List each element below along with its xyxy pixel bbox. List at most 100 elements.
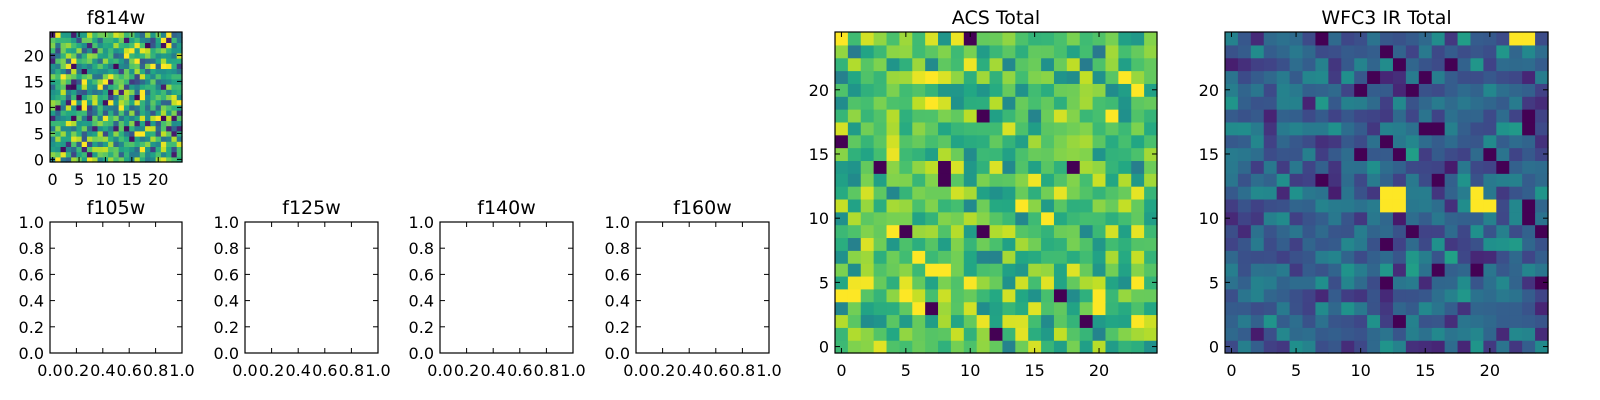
x-tick-label: 5 <box>74 170 84 189</box>
heatmap-cell <box>145 99 151 106</box>
panel-title: f160w <box>673 197 732 219</box>
y-tick-label: 0.0 <box>409 344 434 363</box>
heatmap-cell <box>1315 327 1329 341</box>
heatmap-cell <box>139 84 146 90</box>
heatmap-cell <box>1053 160 1068 174</box>
heatmap-cell <box>166 32 173 38</box>
heatmap-cell <box>1392 32 1407 46</box>
heatmap-cell <box>108 151 114 158</box>
heatmap-cell <box>1496 70 1510 84</box>
heatmap-cell <box>1315 83 1329 97</box>
heatmap-cell <box>160 136 167 142</box>
heatmap-cell <box>873 70 888 84</box>
heatmap-cell <box>1315 96 1329 110</box>
heatmap-cell <box>171 130 178 137</box>
heatmap-cell <box>60 42 67 49</box>
heatmap-cell <box>1431 121 1446 136</box>
y-tick-label: 0.4 <box>605 292 630 311</box>
heatmap-cell <box>65 68 72 75</box>
heatmap-cell <box>113 52 120 59</box>
heatmap-cell <box>963 275 978 290</box>
heatmap-cell <box>145 156 151 163</box>
heatmap-cell <box>166 104 173 111</box>
heatmap-cell <box>1066 314 1081 328</box>
heatmap-cell <box>847 186 862 200</box>
heatmap-cell <box>60 136 67 142</box>
heatmap-cell <box>139 151 146 158</box>
heatmap-cell <box>1509 301 1523 316</box>
heatmap-cell <box>938 44 952 59</box>
heatmap-cell <box>912 250 926 264</box>
heatmap-cell <box>81 136 88 142</box>
heatmap-cell <box>1367 340 1381 354</box>
heatmap-cell <box>1105 160 1119 174</box>
heatmap-cell <box>873 288 888 303</box>
heatmap-cell <box>1522 186 1536 200</box>
heatmap-cell <box>963 121 978 136</box>
heatmap-cell <box>1041 211 1055 226</box>
heatmap-cell <box>1392 70 1407 84</box>
y-tick-label: 0.2 <box>409 318 434 337</box>
heatmap-cell <box>176 125 183 132</box>
heatmap-cell <box>1496 134 1510 149</box>
heatmap-cell <box>847 57 862 72</box>
x-tick-label: 0.8 <box>534 361 559 380</box>
heatmap-cell <box>1092 237 1107 251</box>
heatmap-cell <box>139 141 146 147</box>
heatmap-cell <box>912 340 926 354</box>
heatmap-cell <box>1041 327 1055 341</box>
heatmap-cell <box>1457 109 1472 123</box>
heatmap-cell <box>1405 263 1420 277</box>
heatmap-cell <box>1079 109 1094 123</box>
heatmap-cell <box>113 42 120 49</box>
heatmap-cell <box>1496 96 1510 110</box>
heatmap-cell <box>860 327 875 341</box>
heatmap-cell <box>1250 301 1265 316</box>
heatmap-cell <box>129 125 136 132</box>
heatmap-cell <box>166 52 173 59</box>
heatmap-cell <box>1315 198 1329 213</box>
heatmap-cell <box>1144 134 1158 149</box>
heatmap-cell <box>1405 160 1420 174</box>
heatmap-cell <box>55 63 62 69</box>
heatmap-cell <box>1066 70 1081 84</box>
heatmap-cell <box>1431 83 1446 97</box>
heatmap-cell <box>1470 224 1484 239</box>
heatmap-cell <box>1276 340 1291 354</box>
heatmap-cell <box>989 121 1004 136</box>
heatmap-cell <box>81 115 88 121</box>
heatmap-cell <box>160 115 167 121</box>
heatmap-cell <box>1328 198 1342 213</box>
heatmap-cell <box>118 110 125 116</box>
heatmap-cell <box>860 314 875 328</box>
heatmap-cell <box>1079 237 1094 251</box>
heatmap-cell <box>92 99 99 106</box>
heatmap-cell <box>92 42 99 49</box>
heatmap-cell <box>1483 96 1497 110</box>
y-tick-label: 10 <box>24 98 44 117</box>
heatmap-cell <box>1079 198 1094 213</box>
heatmap-cell <box>118 89 125 95</box>
heatmap-cell <box>1392 263 1407 277</box>
heatmap-cell <box>150 136 157 142</box>
heatmap-cell <box>886 288 900 303</box>
heatmap-cell <box>76 151 83 158</box>
heatmap-cell <box>1015 327 1029 341</box>
heatmap-cell <box>1053 263 1068 277</box>
heatmap-cell <box>1028 288 1042 303</box>
heatmap-cell <box>145 68 151 75</box>
heatmap-cell <box>171 52 178 59</box>
x-tick-label: 0.0 <box>427 361 452 380</box>
heatmap-cell <box>1405 288 1420 303</box>
heatmap-cell <box>873 198 888 213</box>
heatmap-cell <box>166 130 173 137</box>
heatmap-cell <box>1015 211 1029 226</box>
heatmap-cell <box>1444 83 1459 97</box>
heatmap-cell <box>1431 186 1446 200</box>
heatmap-cell <box>1250 314 1265 328</box>
heatmap-cell <box>1315 70 1329 84</box>
heatmap-cell <box>1367 109 1381 123</box>
y-tick-label: 0.8 <box>409 239 434 258</box>
x-tick-label: 15 <box>1415 361 1435 380</box>
